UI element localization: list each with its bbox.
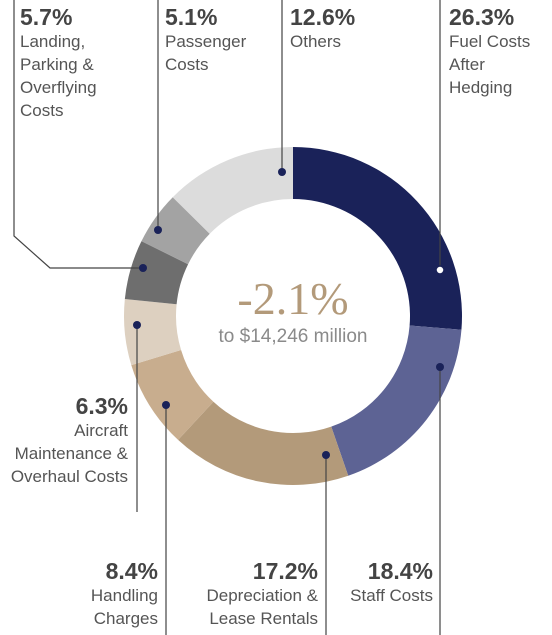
segment-label: 8.4% Handling Charges bbox=[68, 558, 158, 630]
donut-segment bbox=[178, 401, 349, 485]
leader-dot bbox=[278, 168, 286, 176]
leader-dot bbox=[322, 451, 330, 459]
center-label: -2.1% bbox=[237, 273, 349, 324]
segment-label: 5.7% Landing, Parking & Overflying Costs bbox=[20, 4, 130, 122]
segment-name: Passenger Costs bbox=[165, 32, 247, 74]
donut-segment bbox=[131, 350, 214, 440]
segment-name: Handling Charges bbox=[90, 586, 158, 628]
segment-percent: 6.3% bbox=[75, 393, 128, 419]
segment-name: Fuel Costs After Hedging bbox=[449, 32, 531, 97]
segment-label: 5.1% Passenger Costs bbox=[165, 4, 265, 76]
leader-line bbox=[13, 0, 143, 269]
segment-percent: 12.6% bbox=[290, 4, 356, 30]
segment-percent: 18.4% bbox=[367, 558, 433, 584]
segment-label: 26.3% Fuel Costs After Hedging bbox=[449, 4, 549, 99]
segment-name: Others bbox=[290, 32, 342, 51]
center-sublabel: to $14,246 million bbox=[218, 326, 368, 347]
leader-dot bbox=[162, 401, 170, 409]
donut-segment bbox=[331, 325, 462, 476]
segment-name: Landing, Parking & Overflying Costs bbox=[20, 32, 97, 120]
segment-name: Aircraft Maintenance & Overhaul Costs bbox=[10, 421, 128, 486]
donut-segment bbox=[172, 147, 293, 234]
leader-dot bbox=[139, 264, 147, 272]
leader-dot bbox=[133, 321, 141, 329]
leader-dot bbox=[436, 363, 444, 371]
donut-segment bbox=[124, 241, 189, 305]
segment-percent: 8.4% bbox=[105, 558, 158, 584]
segment-name: Staff Costs bbox=[350, 586, 433, 605]
segment-percent: 5.1% bbox=[165, 4, 218, 30]
segment-label: 17.2% Depreciation & Lease Rentals bbox=[178, 558, 318, 630]
donut-segment bbox=[123, 299, 182, 366]
segment-percent: 17.2% bbox=[252, 558, 318, 584]
segment-label: 12.6% Others bbox=[290, 4, 390, 53]
segment-percent: 5.7% bbox=[20, 4, 73, 30]
leader-dot bbox=[435, 265, 445, 275]
donut-segment bbox=[293, 147, 462, 330]
segment-label: 18.4% Staff Costs bbox=[343, 558, 433, 607]
leader-dot bbox=[154, 226, 162, 234]
segment-name: Depreciation & Lease Rentals bbox=[206, 586, 318, 628]
segment-percent: 26.3% bbox=[449, 4, 515, 30]
segment-label: 6.3% Aircraft Maintenance & Overhaul Cost… bbox=[0, 393, 128, 488]
